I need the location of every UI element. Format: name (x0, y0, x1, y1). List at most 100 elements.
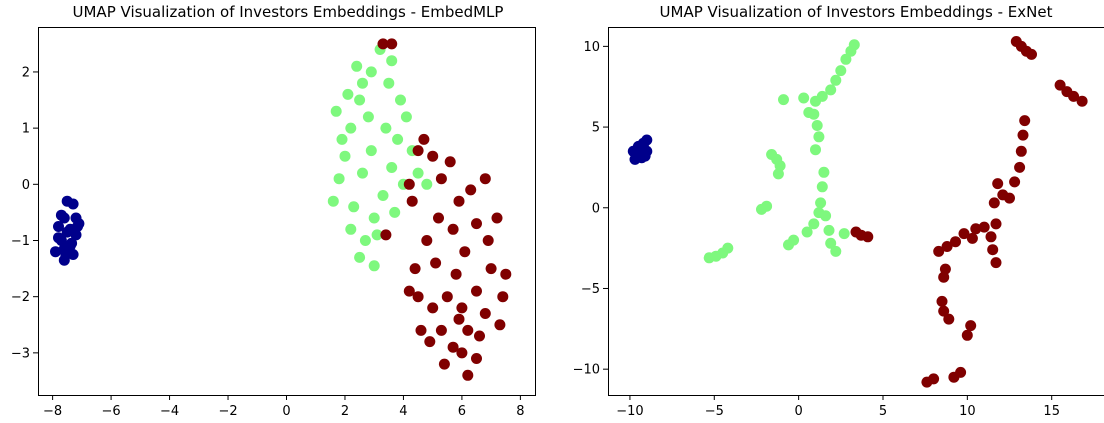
scatter-point (348, 201, 360, 213)
scatter-point (435, 324, 447, 336)
scatter-point (371, 229, 383, 241)
x-tick-label: 2 (341, 404, 349, 419)
scatter-point (978, 221, 990, 233)
scatter-point (838, 228, 850, 240)
scatter-point (368, 212, 380, 224)
x-tick-label: 6 (458, 404, 466, 419)
scatter-point (811, 120, 823, 131)
x-tick-label: −4 (160, 404, 179, 419)
scatter-point (357, 77, 368, 89)
scatter-point (938, 305, 950, 317)
scatter-point (438, 358, 450, 370)
scatter-point (825, 84, 837, 96)
scatter-point (456, 347, 468, 359)
scatter-point (403, 178, 415, 190)
scatter-point (1076, 95, 1088, 107)
scatter-point (474, 330, 485, 342)
scatter-point (53, 221, 64, 232)
scatter-point (830, 245, 842, 257)
scatter-point (823, 224, 835, 236)
scatter-point (386, 38, 398, 50)
scatter-point (444, 156, 456, 168)
scatter-point (377, 190, 389, 201)
scatter-point (497, 291, 509, 303)
scatter-point (354, 251, 366, 263)
scatter-point (368, 260, 380, 272)
scatter-point (327, 195, 339, 207)
scatter-point (941, 241, 953, 252)
scatter-point (386, 162, 398, 173)
scatter-point (471, 218, 482, 230)
scatter-point (362, 111, 374, 123)
scatter-point (783, 239, 794, 251)
scatter-point (482, 235, 494, 246)
scatter-point (383, 77, 395, 89)
scatter-point (403, 285, 415, 297)
scatter-point (936, 295, 948, 307)
scatter-point (1009, 176, 1021, 188)
scatter-point (997, 189, 1009, 201)
scatter-point (778, 94, 789, 106)
scatter-point (1017, 129, 1029, 141)
scatter-point (453, 195, 465, 207)
y-tick-label: −5 (581, 282, 600, 297)
y-tick-label: −2 (11, 290, 30, 305)
scatter-point (351, 60, 363, 72)
scatter-point (815, 197, 827, 209)
scatter-point (409, 263, 421, 275)
scatter-point (988, 197, 1000, 209)
x-tick-label: 0 (794, 404, 802, 419)
scatter-point (459, 246, 471, 258)
y-tick-label: 2 (22, 65, 30, 80)
axes-frame (608, 27, 1104, 396)
scatter-point (453, 313, 465, 325)
scatter-point (808, 218, 820, 230)
x-tick-label: −10 (616, 404, 643, 419)
scatter-point (772, 168, 784, 180)
x-tick-label: 0 (282, 404, 290, 419)
embedmlp-scatter-panel: UMAP Visualization of Investors Embeddin… (11, 3, 536, 419)
scatter-point (761, 200, 773, 212)
chart-title: UMAP Visualization of Investors Embeddin… (660, 3, 1053, 21)
x-tick-label: −5 (705, 404, 724, 419)
scatter-point (400, 111, 412, 123)
scatter-point (961, 329, 973, 341)
scatter-point (992, 178, 1004, 190)
y-tick-label: 10 (583, 40, 600, 55)
x-tick-label: −8 (43, 404, 62, 419)
scatter-point (427, 150, 439, 162)
scatter-point (380, 122, 392, 134)
scatter-point (835, 65, 847, 77)
scatter-point (433, 212, 444, 224)
scatter-point (966, 232, 978, 244)
scatter-point (424, 336, 436, 348)
scatter-point (339, 150, 351, 162)
scatter-point (862, 231, 874, 243)
scatter-point (435, 173, 447, 185)
scatter-point (380, 229, 392, 241)
scatter-point (330, 105, 342, 117)
scatter-point (933, 245, 945, 257)
scatter-point (465, 184, 477, 196)
scatter-point (418, 133, 430, 145)
scatter-point (820, 210, 832, 222)
scatter-point (421, 178, 433, 190)
scatter-point (421, 235, 433, 246)
scatter-point (494, 319, 506, 331)
scatter-point (1014, 161, 1026, 173)
scatter-point (845, 45, 857, 57)
y-tick-label: −10 (573, 363, 600, 378)
scatter-point (336, 133, 348, 145)
y-tick-label: 0 (592, 201, 600, 216)
scatter-point (462, 369, 474, 381)
scatter-point (60, 249, 72, 260)
scatter-point (415, 324, 427, 336)
scatter-point (365, 66, 377, 78)
scatter-point (948, 371, 960, 383)
scatter-point (970, 223, 982, 235)
scatter-point (500, 268, 512, 280)
scatter-point (50, 246, 61, 258)
scatter-point (447, 223, 459, 235)
scatter-point (637, 137, 649, 149)
x-tick-label: 8 (516, 404, 524, 419)
